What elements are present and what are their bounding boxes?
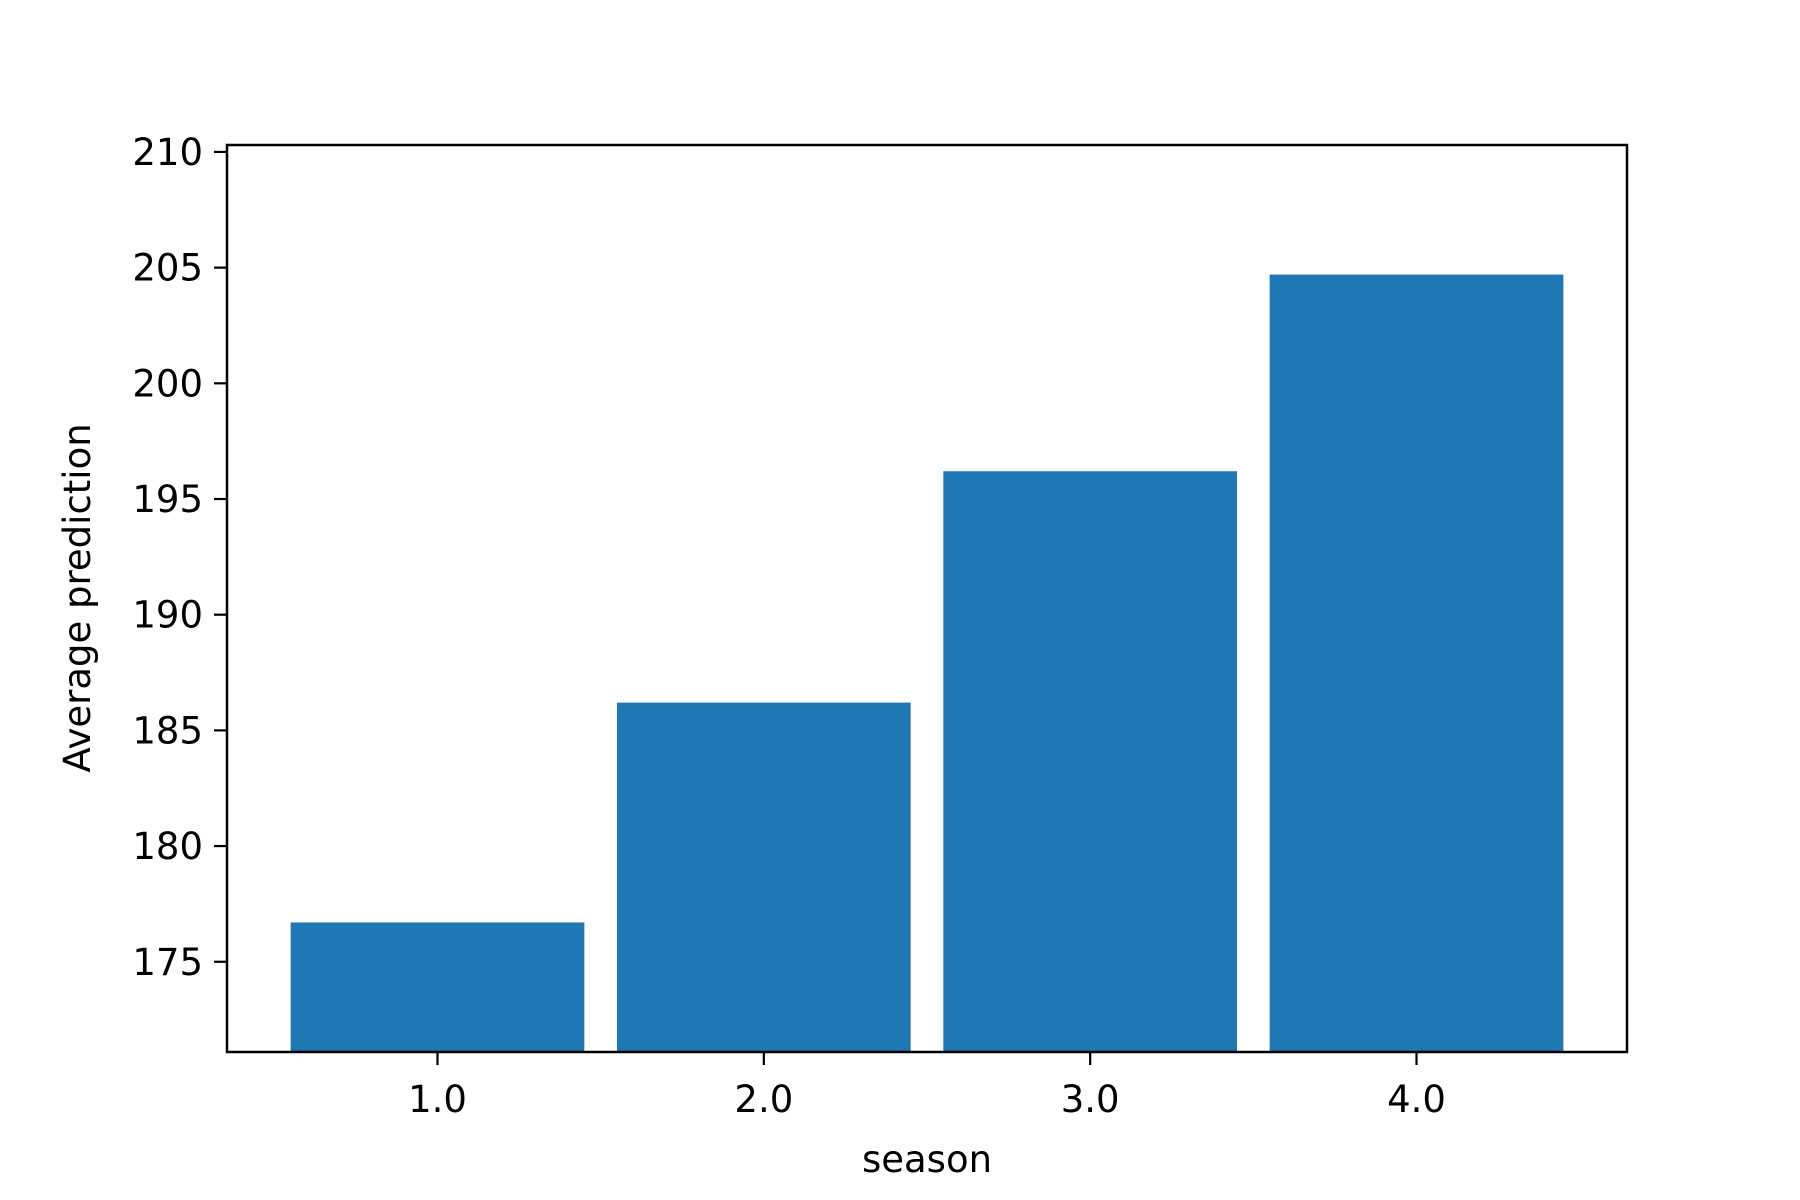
y-tick-label: 210 [132, 131, 203, 174]
y-tick-label: 180 [132, 825, 203, 868]
x-tick-label: 1.0 [408, 1078, 467, 1121]
y-tick-label: 175 [132, 941, 203, 984]
y-axis: 175 180 185 190 195 200 205 210 [132, 131, 227, 984]
y-tick-label: 185 [132, 709, 203, 752]
y-tick-label: 190 [132, 594, 203, 637]
bar-2 [616, 702, 911, 1052]
plot-frame [225, 143, 1629, 1054]
x-tick-label: 2.0 [734, 1078, 793, 1121]
bar-1 [290, 922, 585, 1052]
y-tick-label: 205 [132, 247, 203, 290]
y-axis-title: Average prediction [56, 423, 99, 772]
x-axis: 1.0 2.0 3.0 4.0 [408, 1052, 1446, 1121]
y-tick-label: 200 [132, 362, 203, 405]
bar-3 [943, 471, 1238, 1053]
bars-group [290, 274, 1564, 1053]
bar-4 [1269, 274, 1564, 1053]
x-axis-title: season [862, 1138, 992, 1181]
x-tick-label: 4.0 [1387, 1078, 1446, 1121]
x-tick-label: 3.0 [1061, 1078, 1120, 1121]
y-tick-label: 195 [132, 478, 203, 521]
